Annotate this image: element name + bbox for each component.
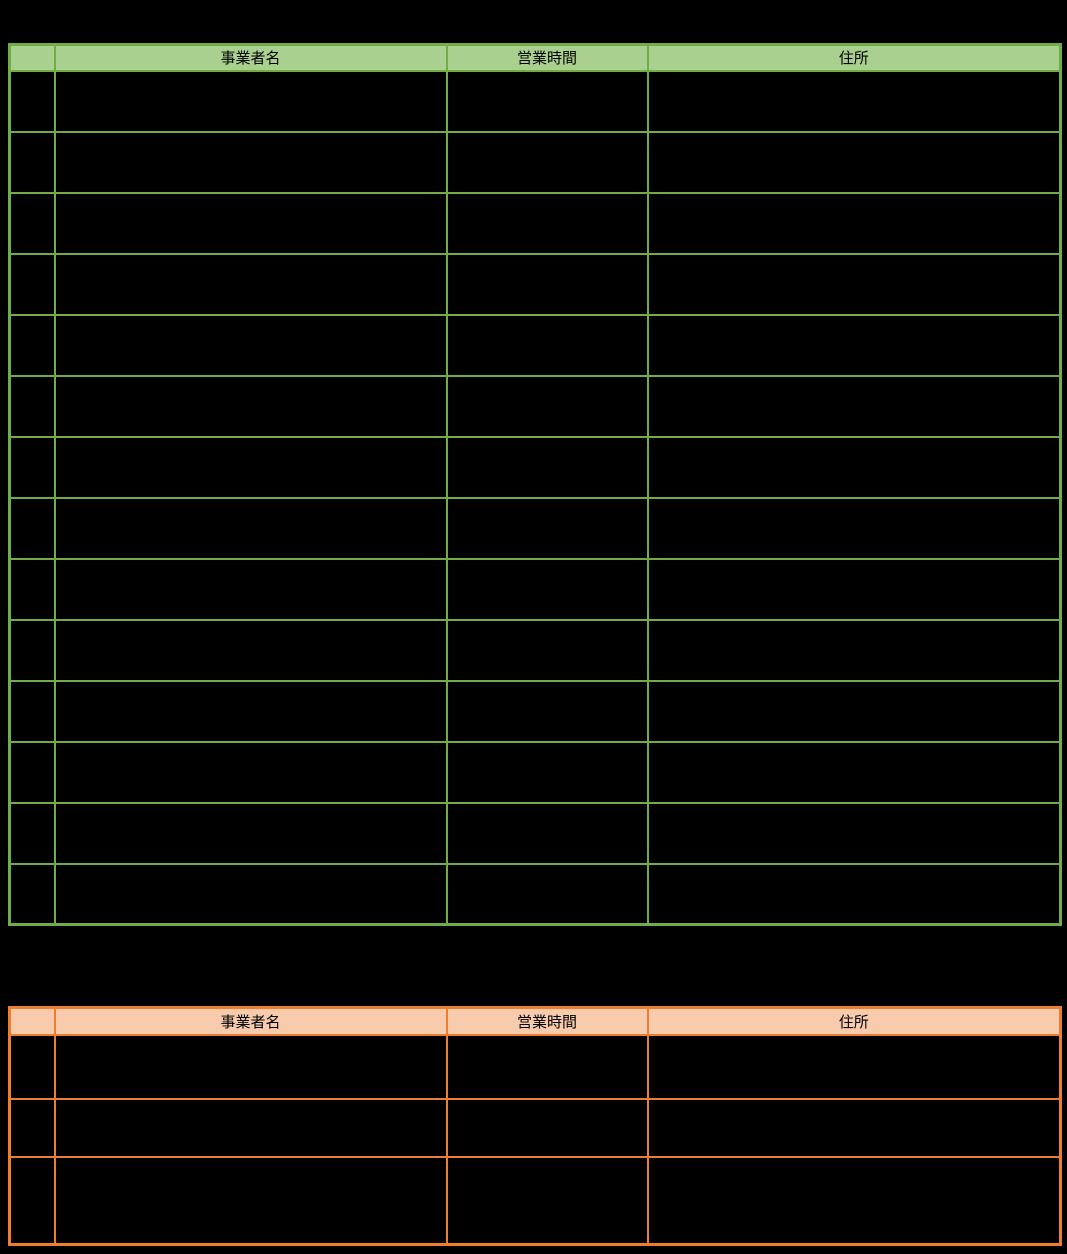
table-row	[8, 740, 1062, 804]
table-cell[interactable]	[8, 435, 56, 499]
table-cell[interactable]	[53, 1155, 448, 1246]
green-header-business-name: 事業者名	[53, 43, 448, 72]
table-row	[8, 191, 1062, 255]
table-cell[interactable]	[8, 801, 56, 865]
orange-table-header-row: 事業者名 営業時間 住所	[8, 1006, 1062, 1036]
table-cell[interactable]	[646, 1097, 1062, 1158]
table-cell[interactable]	[53, 679, 448, 743]
table-row	[8, 679, 1062, 743]
table-cell[interactable]	[445, 496, 649, 560]
table-cell[interactable]	[53, 862, 448, 926]
table-row	[8, 313, 1062, 377]
orange-business-table: 事業者名 営業時間 住所	[8, 1006, 1062, 1246]
table-cell[interactable]	[8, 740, 56, 804]
table-cell[interactable]	[53, 252, 448, 316]
table-cell[interactable]	[53, 801, 448, 865]
table-cell[interactable]	[445, 313, 649, 377]
table-cell[interactable]	[646, 313, 1062, 377]
table-row	[8, 801, 1062, 865]
table-cell[interactable]	[8, 69, 56, 133]
table-cell[interactable]	[445, 1033, 649, 1100]
green-header-business-hours: 営業時間	[445, 43, 649, 72]
table-row	[8, 557, 1062, 621]
table-cell[interactable]	[646, 618, 1062, 682]
table-cell[interactable]	[53, 191, 448, 255]
table-cell[interactable]	[646, 496, 1062, 560]
table-cell[interactable]	[53, 374, 448, 438]
table-cell[interactable]	[445, 679, 649, 743]
orange-header-index-cell	[8, 1006, 56, 1036]
table-cell[interactable]	[53, 557, 448, 621]
table-cell[interactable]	[445, 252, 649, 316]
table-row	[8, 435, 1062, 499]
table-cell[interactable]	[8, 679, 56, 743]
table-cell[interactable]	[8, 618, 56, 682]
table-cell[interactable]	[8, 1097, 56, 1158]
table-cell[interactable]	[53, 313, 448, 377]
table-cell[interactable]	[445, 557, 649, 621]
table-cell[interactable]	[445, 435, 649, 499]
table-cell[interactable]	[445, 801, 649, 865]
orange-header-business-name: 事業者名	[53, 1006, 448, 1036]
table-row	[8, 862, 1062, 926]
green-header-index-cell	[8, 43, 56, 72]
table-cell[interactable]	[646, 374, 1062, 438]
table-cell[interactable]	[646, 679, 1062, 743]
table-cell[interactable]	[646, 1155, 1062, 1246]
table-cell[interactable]	[445, 1097, 649, 1158]
table-cell[interactable]	[53, 1033, 448, 1100]
table-cell[interactable]	[445, 740, 649, 804]
green-table-header-row: 事業者名 営業時間 住所	[8, 43, 1062, 72]
table-cell[interactable]	[445, 130, 649, 194]
table-cell[interactable]	[8, 313, 56, 377]
table-cell[interactable]	[53, 69, 448, 133]
table-cell[interactable]	[646, 435, 1062, 499]
table-cell[interactable]	[646, 69, 1062, 133]
table-cell[interactable]	[646, 1033, 1062, 1100]
table-cell[interactable]	[53, 740, 448, 804]
table-row	[8, 1033, 1062, 1100]
table-cell[interactable]	[445, 69, 649, 133]
table-cell[interactable]	[445, 618, 649, 682]
table-cell[interactable]	[646, 862, 1062, 926]
table-cell[interactable]	[8, 130, 56, 194]
table-cell[interactable]	[8, 1033, 56, 1100]
table-row	[8, 130, 1062, 194]
table-row	[8, 496, 1062, 560]
table-cell[interactable]	[646, 557, 1062, 621]
table-row	[8, 69, 1062, 133]
table-cell[interactable]	[53, 435, 448, 499]
table-row	[8, 618, 1062, 682]
table-cell[interactable]	[445, 191, 649, 255]
table-cell[interactable]	[445, 862, 649, 926]
table-cell[interactable]	[53, 130, 448, 194]
table-row	[8, 1097, 1062, 1158]
table-cell[interactable]	[8, 374, 56, 438]
table-row	[8, 252, 1062, 316]
table-cell[interactable]	[8, 191, 56, 255]
table-cell[interactable]	[646, 130, 1062, 194]
table-cell[interactable]	[8, 252, 56, 316]
table-cell[interactable]	[646, 252, 1062, 316]
table-cell[interactable]	[53, 496, 448, 560]
table-cell[interactable]	[646, 801, 1062, 865]
orange-header-business-hours: 営業時間	[445, 1006, 649, 1036]
table-cell[interactable]	[8, 1155, 56, 1246]
green-header-address: 住所	[646, 43, 1062, 72]
table-cell[interactable]	[53, 618, 448, 682]
table-cell[interactable]	[53, 1097, 448, 1158]
table-cell[interactable]	[8, 862, 56, 926]
table-cell[interactable]	[445, 374, 649, 438]
table-row	[8, 374, 1062, 438]
orange-header-address: 住所	[646, 1006, 1062, 1036]
table-cell[interactable]	[646, 740, 1062, 804]
table-cell[interactable]	[646, 191, 1062, 255]
table-cell[interactable]	[445, 1155, 649, 1246]
table-cell[interactable]	[8, 557, 56, 621]
green-business-table: 事業者名 営業時間 住所	[8, 43, 1062, 926]
table-cell[interactable]	[8, 496, 56, 560]
table-row	[8, 1155, 1062, 1246]
